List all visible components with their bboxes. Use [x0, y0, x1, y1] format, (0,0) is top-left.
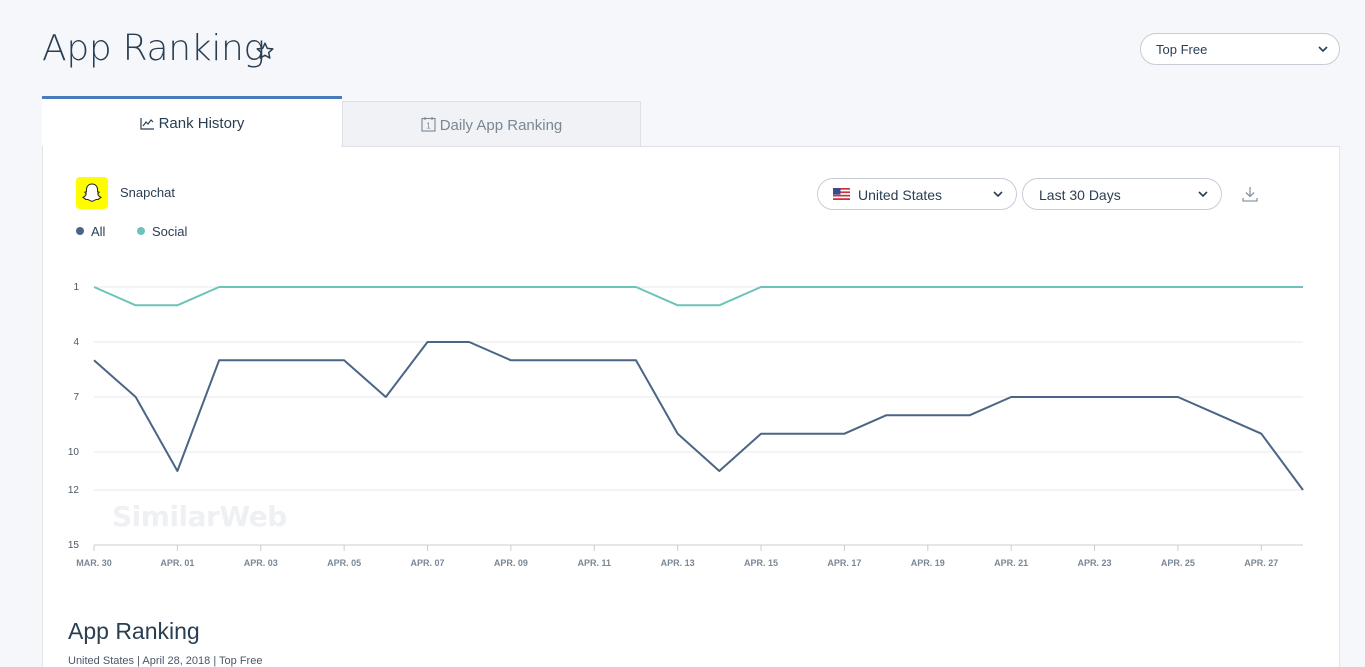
rank-history-card	[42, 146, 1340, 667]
country-label: United States	[858, 187, 943, 203]
y-tick-label: 1	[73, 282, 79, 293]
x-tick-label: APR. 11	[578, 558, 612, 568]
x-tick-label: APR. 23	[1078, 558, 1112, 568]
x-tick-label: APR. 25	[1161, 558, 1195, 568]
x-tick-label: APR. 09	[494, 558, 528, 568]
tab-daily-app-ranking[interactable]: 1 Daily App Ranking	[342, 101, 641, 147]
legend-dot-social	[137, 227, 145, 235]
x-tick-label: APR. 27	[1244, 558, 1278, 568]
x-tick-label: APR. 15	[744, 558, 778, 568]
chevron-down-icon	[993, 191, 1003, 198]
app-logo	[76, 177, 108, 209]
x-axis: MAR. 30 APR. 01 APR. 03 APR. 05 APR. 07 APR. …	[76, 544, 1303, 568]
y-tick-label: 10	[68, 447, 80, 458]
series-line-all	[93, 341, 1304, 491]
y-tick-label: 15	[68, 540, 80, 551]
download-icon[interactable]	[1240, 184, 1260, 204]
ranking-type-select[interactable]: Top Free	[1140, 33, 1340, 65]
similarweb-watermark: SimilarWeb	[112, 500, 287, 533]
y-tick-label: 12	[68, 485, 80, 496]
country-select[interactable]: United States	[817, 178, 1017, 210]
y-tick-label: 4	[73, 337, 79, 348]
series-line-social	[93, 286, 1303, 307]
chart-series	[93, 286, 1304, 491]
x-tick-label: APR. 05	[327, 558, 361, 568]
x-tick-label: APR. 13	[661, 558, 695, 568]
svg-text:1: 1	[426, 122, 431, 131]
y-tick-label: 7	[73, 392, 79, 403]
legend-item-all[interactable]: All	[76, 224, 105, 239]
tab-rank-history-label: Rank History	[158, 115, 245, 132]
x-tick-label: APR. 03	[244, 558, 278, 568]
period-label: Last 30 Days	[1039, 187, 1121, 203]
tab-rank-history[interactable]: Rank History	[42, 96, 342, 148]
page-title: App Ranking	[42, 28, 265, 69]
card-divider	[341, 146, 1340, 147]
x-tick-label: APR. 01	[160, 558, 194, 568]
section-subtitle: United States | April 28, 2018 | Top Fre…	[68, 655, 263, 667]
legend-label-all: All	[91, 224, 106, 239]
ranking-type-label: Top Free	[1156, 42, 1208, 57]
snapchat-ghost-icon	[82, 183, 102, 202]
y-axis: 1 4 7 10 12 15	[68, 282, 80, 551]
star-icon[interactable]	[254, 40, 276, 62]
x-tick-label: APR. 19	[911, 558, 945, 568]
x-tick-label: APR. 17	[827, 558, 861, 568]
line-chart-icon	[139, 118, 154, 130]
x-tick-label: MAR. 30	[76, 558, 112, 568]
us-flag-icon	[833, 188, 850, 200]
x-tick-label: APR. 21	[994, 558, 1028, 568]
chevron-down-icon	[1198, 191, 1208, 198]
period-select[interactable]: Last 30 Days	[1022, 178, 1222, 210]
tab-daily-app-ranking-label: Daily App Ranking	[439, 117, 563, 134]
legend-label-social: Social	[152, 224, 188, 239]
section-title: App Ranking	[68, 618, 200, 644]
x-tick-label: APR. 07	[411, 558, 445, 568]
app-name: Snapchat	[120, 185, 175, 200]
chevron-down-icon	[1318, 46, 1328, 53]
legend-dot-all	[76, 227, 84, 235]
calendar-icon: 1	[421, 117, 436, 132]
legend-item-social[interactable]: Social	[137, 224, 187, 239]
